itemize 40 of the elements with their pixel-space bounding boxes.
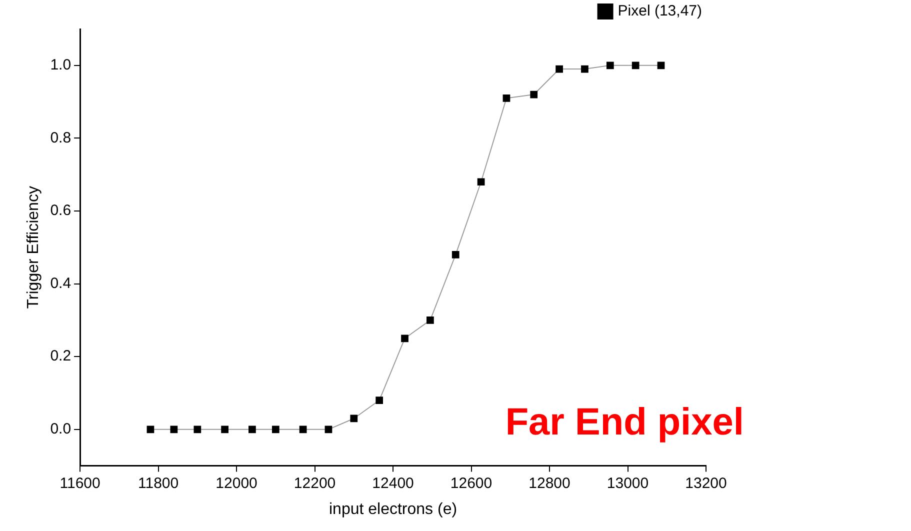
y-tick-label: 0.2 xyxy=(50,348,72,365)
point xyxy=(272,426,280,434)
point xyxy=(350,414,358,422)
legend-label: Pixel (13,47) xyxy=(618,2,702,20)
point xyxy=(606,62,614,70)
x-tick-label: 13000 xyxy=(606,474,649,492)
point xyxy=(556,65,563,73)
x-tick-label: 13200 xyxy=(685,474,727,492)
point xyxy=(376,396,384,404)
point xyxy=(530,90,538,98)
x-tick-label: 12800 xyxy=(528,474,570,492)
x-tick-label: 12000 xyxy=(216,474,258,492)
x-tick-label: 12600 xyxy=(450,474,492,492)
point xyxy=(221,426,228,434)
y-tick-label: 0.8 xyxy=(50,129,72,146)
point xyxy=(426,316,434,324)
point xyxy=(452,251,460,258)
point xyxy=(170,426,178,434)
y-axis-title: Trigger Efficiency xyxy=(25,186,42,309)
y-tick-label: 0.0 xyxy=(50,420,72,438)
x-tick-label: 12400 xyxy=(372,474,414,492)
point xyxy=(581,65,588,73)
point xyxy=(248,426,256,434)
y-tick-label: 1.0 xyxy=(50,56,72,74)
x-axis-title: input electrons (e) xyxy=(328,500,458,518)
annotation: Far End pixel xyxy=(505,401,744,444)
point xyxy=(657,62,665,70)
point xyxy=(632,62,640,70)
point xyxy=(477,178,485,186)
x-tick-label: 11800 xyxy=(138,474,179,492)
point xyxy=(299,426,307,434)
x-tick-label: 12200 xyxy=(294,474,336,492)
point xyxy=(401,334,408,342)
point xyxy=(194,426,202,434)
y-tick-label: 0.6 xyxy=(50,202,72,220)
point xyxy=(324,426,332,434)
x-tick-label: 11600 xyxy=(60,474,100,492)
y-tick-label: 0.4 xyxy=(50,274,72,292)
point xyxy=(146,426,154,434)
point xyxy=(502,94,510,102)
